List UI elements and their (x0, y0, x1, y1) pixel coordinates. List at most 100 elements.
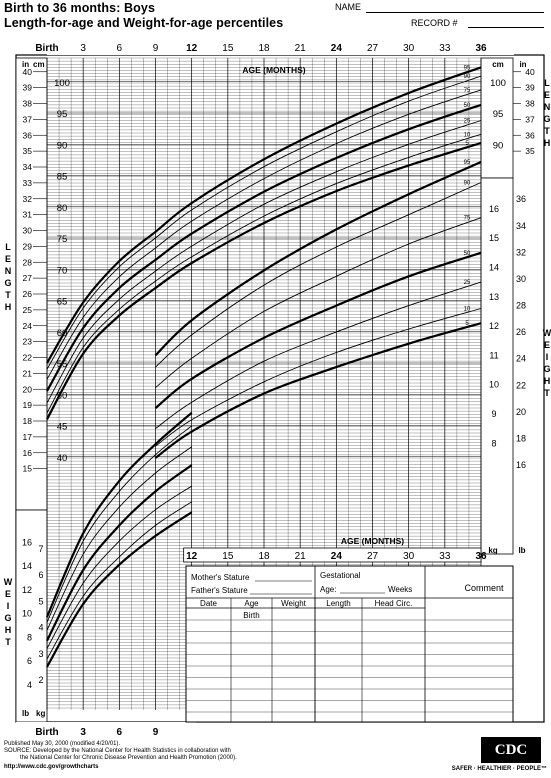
left-length-scale (15, 57, 48, 511)
weight-axis-label-right: H (544, 376, 551, 386)
weight-pct-label: 10 (464, 307, 471, 313)
inner-axis-tick: 24 (331, 551, 343, 562)
in-tick-left: 40 (23, 67, 33, 77)
in-tick-left: 33 (23, 178, 33, 188)
weight-axis-label-left: G (4, 613, 11, 623)
top-axis-tick: 6 (117, 43, 123, 54)
in-tick-left: 39 (23, 83, 33, 93)
weight-curve-right-p25 (155, 281, 482, 429)
in-tick-left: 22 (23, 353, 33, 363)
weeks-label: Weeks (388, 585, 412, 594)
weight-curve-left-p90 (46, 425, 192, 623)
length-pct-label: 95 (464, 65, 471, 71)
inner-axis-band (183, 547, 482, 563)
kg-tick-left: 7 (38, 544, 43, 554)
lb-tick-right: 16 (516, 460, 526, 470)
weight-axis-label-left: H (5, 625, 12, 635)
top-axis-tick: 36 (475, 43, 487, 54)
inner-axis-tick: 12 (186, 551, 198, 562)
cm-tick-left: 60 (57, 328, 68, 339)
lb-tick-right: 28 (516, 301, 526, 311)
weight-curve-right-p75 (155, 217, 482, 388)
top-axis-tick: 9 (153, 43, 159, 54)
weight-pct-label: 90 (464, 181, 471, 187)
kg-tick-left: 4 (38, 623, 43, 633)
top-axis-tick: 27 (367, 43, 379, 54)
table-col-header: Age (244, 599, 259, 608)
in-tick-left: 16 (23, 448, 33, 458)
kg-tick-left: 2 (38, 675, 43, 685)
lb-tick-left: 6 (27, 656, 32, 666)
footer-source: SOURCE: Developed by the National Center… (4, 748, 231, 754)
length-pct-label: 10 (464, 132, 471, 138)
lb-tick-right: 22 (516, 380, 526, 390)
in-tick-left: 35 (23, 146, 33, 156)
footer-source-2: the National Center for Chronic Disease … (20, 755, 237, 761)
in-tick-left: 25 (23, 305, 33, 315)
lb-tick-right: 30 (516, 274, 526, 284)
weight-curve-left-p10 (46, 501, 192, 660)
in-tick-left: 15 (23, 464, 33, 474)
table-col-header: Weight (281, 599, 307, 608)
top-axis-tick: 18 (258, 43, 270, 54)
cm-unit-right: cm (492, 60, 504, 69)
length-pct-label: 75 (464, 88, 471, 94)
in-tick-left: 27 (23, 273, 33, 283)
length-curve-p25 (46, 120, 482, 404)
in-tick-right: 39 (525, 83, 535, 93)
length-curve-p5 (46, 141, 482, 420)
cm-tick-right: 100 (490, 78, 506, 89)
record-label: RECORD # (411, 18, 458, 28)
length-curve-p50 (46, 103, 482, 392)
cm-tick-right: 90 (493, 140, 504, 151)
table-col-header: Date (200, 599, 217, 608)
weight-curve-left-p25 (46, 485, 192, 649)
kg-tick-left: 6 (38, 570, 43, 580)
inner-axis-tick: 21 (295, 551, 307, 562)
kg-tick-right: 12 (489, 321, 499, 331)
bottom-axis-tick: 6 (117, 727, 123, 738)
in-tick-left: 31 (23, 210, 33, 220)
cm-tick-right: 95 (493, 109, 504, 120)
in-tick-right: 37 (525, 114, 535, 124)
length-pct-label: 5 (465, 141, 469, 147)
weight-curve-right-p95 (154, 160, 482, 357)
length-pct-label: 90 (464, 74, 471, 80)
weight-pct-label: 5 (465, 321, 469, 327)
name-field[interactable] (366, 12, 544, 13)
gestational-age-label: Age: (320, 585, 336, 594)
weight-axis-label-right: E (544, 340, 550, 350)
cm-tick-left: 50 (57, 390, 68, 401)
inner-axis-tick: 33 (439, 551, 451, 562)
in-unit-left: in (22, 60, 29, 69)
top-axis-tick: 21 (295, 43, 307, 54)
in-tick-left: 19 (23, 400, 33, 410)
weight-curve-left-p50 (46, 464, 193, 642)
footer-url[interactable]: http://www.cdc.gov/growthcharts (4, 764, 99, 770)
top-axis-tick: 12 (186, 43, 198, 54)
gestational-label: Gestational (320, 571, 361, 580)
weight-axis-label-right: I (546, 352, 549, 362)
length-axis-label-left: N (5, 266, 12, 276)
weight-axis-label-right: T (544, 388, 550, 398)
bottom-axis-band (16, 722, 196, 736)
top-axis-tick: 33 (439, 43, 451, 54)
record-table (185, 565, 514, 723)
lb-tick-left: 10 (22, 609, 32, 619)
table-col-header: Head Circ. (375, 599, 413, 608)
cm-unit-left: cm (33, 60, 45, 69)
kg-tick-left: 3 (38, 649, 43, 659)
kg-tick-right: 10 (489, 380, 499, 390)
length-axis-label-left: G (4, 278, 11, 288)
length-axis-label-right: T (544, 126, 550, 136)
lb-tick-right: 26 (516, 327, 526, 337)
in-tick-left: 37 (23, 114, 33, 124)
in-tick-left: 32 (23, 194, 33, 204)
in-tick-left: 38 (23, 99, 33, 109)
weight-axis-label-left: I (7, 601, 10, 611)
weight-curve-right-p5 (154, 322, 482, 459)
in-tick-left: 20 (23, 384, 33, 394)
record-field[interactable] (468, 27, 544, 28)
length-pct-label: 25 (464, 119, 471, 125)
in-unit-right: in (519, 60, 526, 69)
